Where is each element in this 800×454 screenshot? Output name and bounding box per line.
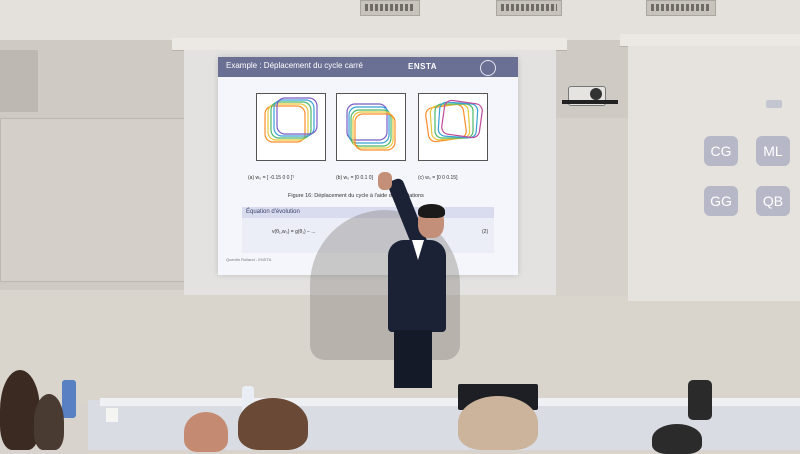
equation-block: Équation d'évolution v(θ₁,w₀) = g(θ₁) − … xyxy=(242,207,494,253)
slide-header xyxy=(218,57,518,77)
equation-title: Équation d'évolution xyxy=(246,209,300,215)
equation-block-header xyxy=(242,207,494,218)
participant-avatar: QB xyxy=(756,186,790,216)
audience-head xyxy=(0,370,40,450)
equation-number: (2) xyxy=(482,229,489,235)
whiteboard-right xyxy=(555,118,629,296)
wall-speaker xyxy=(0,50,38,112)
slide-title: Example : Déplacement du cycle carré xyxy=(226,61,363,70)
audience-head xyxy=(458,396,538,450)
speaker-legs xyxy=(394,330,432,388)
ceiling-vent xyxy=(360,0,420,16)
equation-text: v(θ₁,w₀) = g(θ₁) − ... xyxy=(272,229,316,235)
audience-head xyxy=(238,398,308,450)
participant-avatar: GG xyxy=(704,186,738,216)
paper-cup xyxy=(106,408,118,422)
plot-caption-b: (b) w₀ = [0 0.1 0] xyxy=(336,175,373,181)
speaker-hair xyxy=(418,204,445,218)
cycle-plot-c xyxy=(418,93,488,161)
audience-head xyxy=(34,394,64,450)
ceiling-vent xyxy=(496,0,562,16)
table-top xyxy=(100,398,800,406)
slide-footer: Quentin Rolland - ENSTA xyxy=(226,257,272,262)
participant-avatar: ML xyxy=(756,136,790,166)
plot-caption-a: (a) w₀ = [ -0.15 0 0 ]ᵀ xyxy=(248,175,295,181)
institution-logo-icon xyxy=(480,60,496,76)
whiteboard-left xyxy=(0,118,192,282)
cycle-plot-b xyxy=(336,93,406,161)
participant-avatar: CG xyxy=(704,136,738,166)
camera-mount xyxy=(562,100,618,104)
cycle-plot-a xyxy=(256,93,326,161)
speaker-hand xyxy=(378,172,392,190)
water-bottle xyxy=(62,380,76,418)
thermos-bottle xyxy=(688,380,712,420)
figure-caption: Figure 16: Déplacement du cycle à l'aide… xyxy=(288,193,424,199)
ceiling-vent xyxy=(646,0,716,16)
participant-count-badge xyxy=(766,100,782,108)
projection-screen-right xyxy=(628,46,800,301)
audience-head xyxy=(652,424,702,454)
ensta-logo: ENSTA xyxy=(408,62,438,71)
audience-head xyxy=(184,412,228,452)
camera-lens-icon xyxy=(590,88,602,100)
projected-slide: Example : Déplacement du cycle carré ENS… xyxy=(218,57,518,275)
plot-caption-c: (c) w₀ = [0 0 0.15] xyxy=(418,175,458,181)
